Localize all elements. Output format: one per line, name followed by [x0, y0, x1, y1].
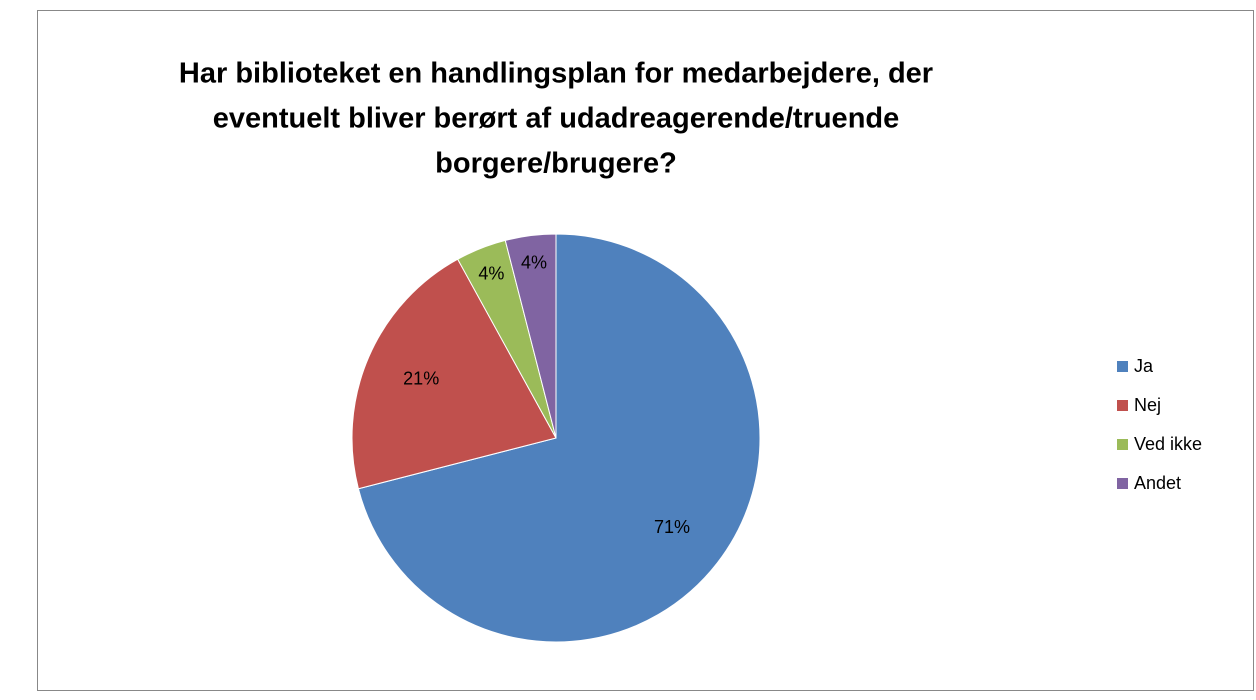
chart-title: eventuelt bliver berørt af udadreagerend… [213, 103, 900, 135]
legend-label: Ja [1134, 356, 1154, 376]
data-label: 21% [403, 368, 439, 388]
legend-swatch [1117, 439, 1128, 450]
legend-swatch [1117, 478, 1128, 489]
data-label: 71% [654, 517, 690, 537]
legend-swatch [1117, 361, 1128, 372]
pie-slice [357, 233, 761, 643]
legend-swatch [1117, 400, 1128, 411]
pie-slice [351, 258, 557, 490]
pie-slice [504, 233, 557, 439]
legend-label: Andet [1134, 473, 1181, 493]
legend-label: Ved ikke [1134, 434, 1202, 454]
data-label: 4% [478, 264, 504, 284]
chart-title: borgere/brugere? [435, 148, 677, 180]
chart-title: Har biblioteket en handlingsplan for med… [179, 58, 933, 90]
legend-label: Nej [1134, 395, 1161, 415]
data-label: 4% [521, 253, 547, 273]
